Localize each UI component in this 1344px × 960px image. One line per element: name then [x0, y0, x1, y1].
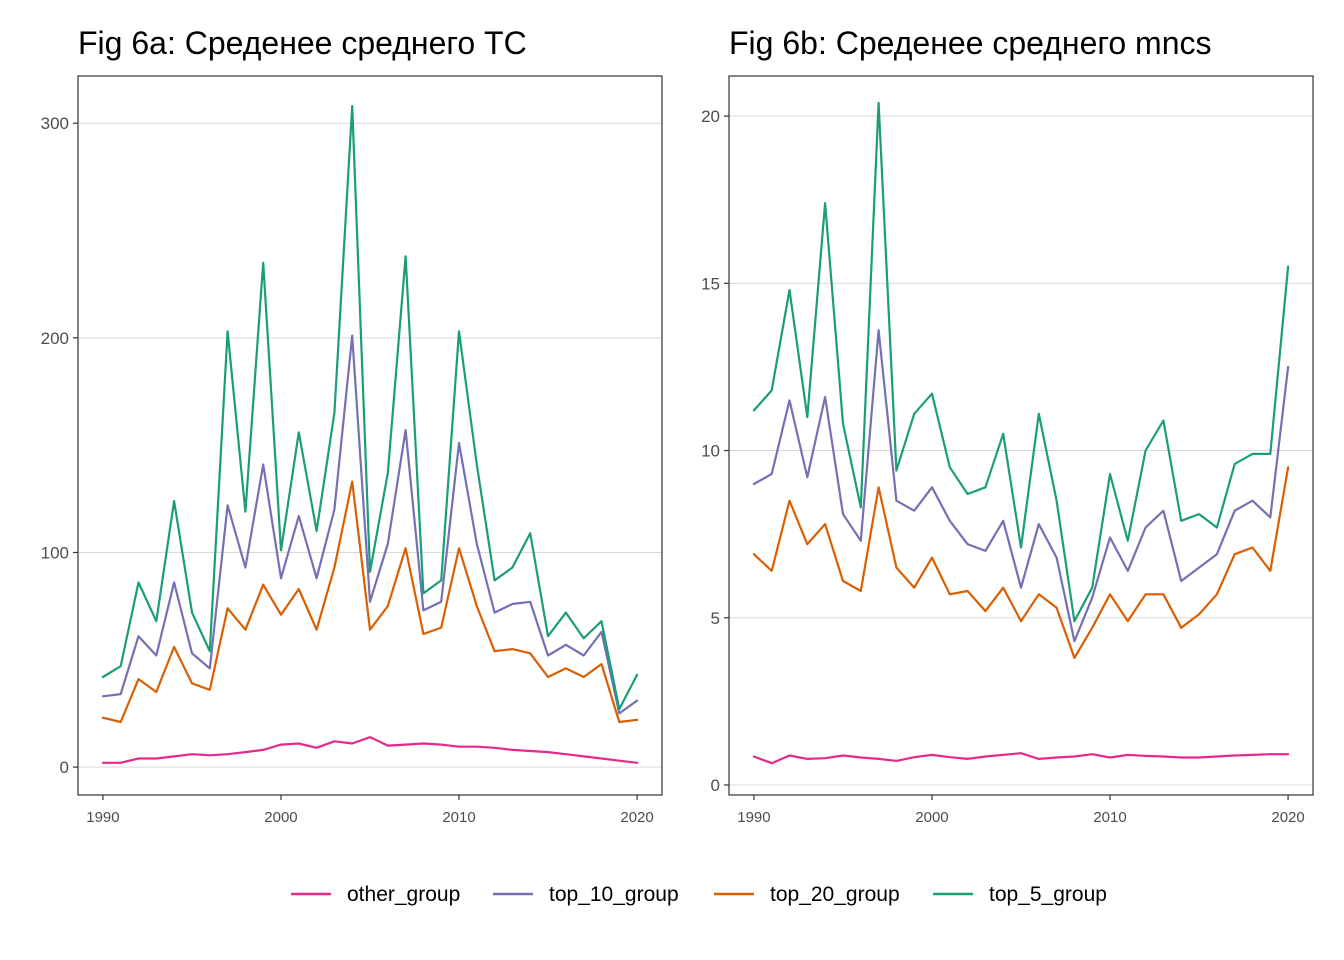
- series-line-top-20-group: [101, 480, 639, 724]
- plot-panel-border: [77, 75, 663, 796]
- plot-panel-border: [728, 75, 1314, 796]
- y-tick-label: 0: [711, 776, 720, 795]
- series-line-top-10-group: [101, 334, 639, 715]
- x-tick-label: 2020: [1271, 809, 1304, 826]
- x-tick-label: 1990: [737, 809, 770, 826]
- legend-label: top_5_group: [989, 883, 1107, 906]
- series-line-top-5-group: [101, 104, 639, 711]
- y-tick-label: 5: [711, 609, 720, 628]
- x-tick-label: 2020: [620, 809, 653, 826]
- y-tick-label: 15: [701, 274, 720, 293]
- series-line-top-10-group: [752, 329, 1290, 643]
- x-tick-label: 2000: [264, 809, 297, 826]
- legend: other_group top_10_group top_20_group top_5…: [291, 883, 1107, 906]
- series-line-other-group: [752, 752, 1290, 765]
- series-line-other-group: [101, 735, 639, 764]
- y-tick-label: 300: [41, 114, 69, 133]
- x-tick-label: 2000: [915, 809, 948, 826]
- legend-item-top-10-group: top_10_group: [493, 883, 679, 906]
- legend-label: top_20_group: [770, 883, 900, 906]
- panel-title-tc: Fig 6a: Среденее среднего TC: [78, 25, 527, 61]
- legend-item-top-20-group: top_20_group: [714, 883, 900, 906]
- y-tick-label: 10: [701, 442, 720, 461]
- y-tick-label: 20: [701, 107, 720, 126]
- series-line-top-20-group: [752, 466, 1290, 660]
- series-line-top-5-group: [752, 101, 1290, 623]
- legend-label: other_group: [347, 883, 460, 906]
- y-tick-label: 0: [60, 758, 69, 777]
- y-tick-label: 200: [41, 329, 69, 348]
- x-tick-label: 2010: [442, 809, 475, 826]
- panel-tc: Fig 6a: Среденее среднего TC 0 100 200 300 1…: [41, 25, 663, 826]
- panel-title-mncs: Fig 6b: Среденее среднего mncs: [729, 25, 1211, 61]
- legend-label: top_10_group: [549, 883, 679, 906]
- panel-mncs: Fig 6b: Среденее среднего mncs 051015201…: [701, 25, 1314, 826]
- y-tick-label: 100: [41, 543, 69, 562]
- legend-item-top-5-group: top_5_group: [933, 883, 1107, 906]
- x-tick-label: 2010: [1093, 809, 1126, 826]
- x-tick-label: 1990: [86, 809, 119, 826]
- legend-item-other-group: other_group: [291, 883, 460, 906]
